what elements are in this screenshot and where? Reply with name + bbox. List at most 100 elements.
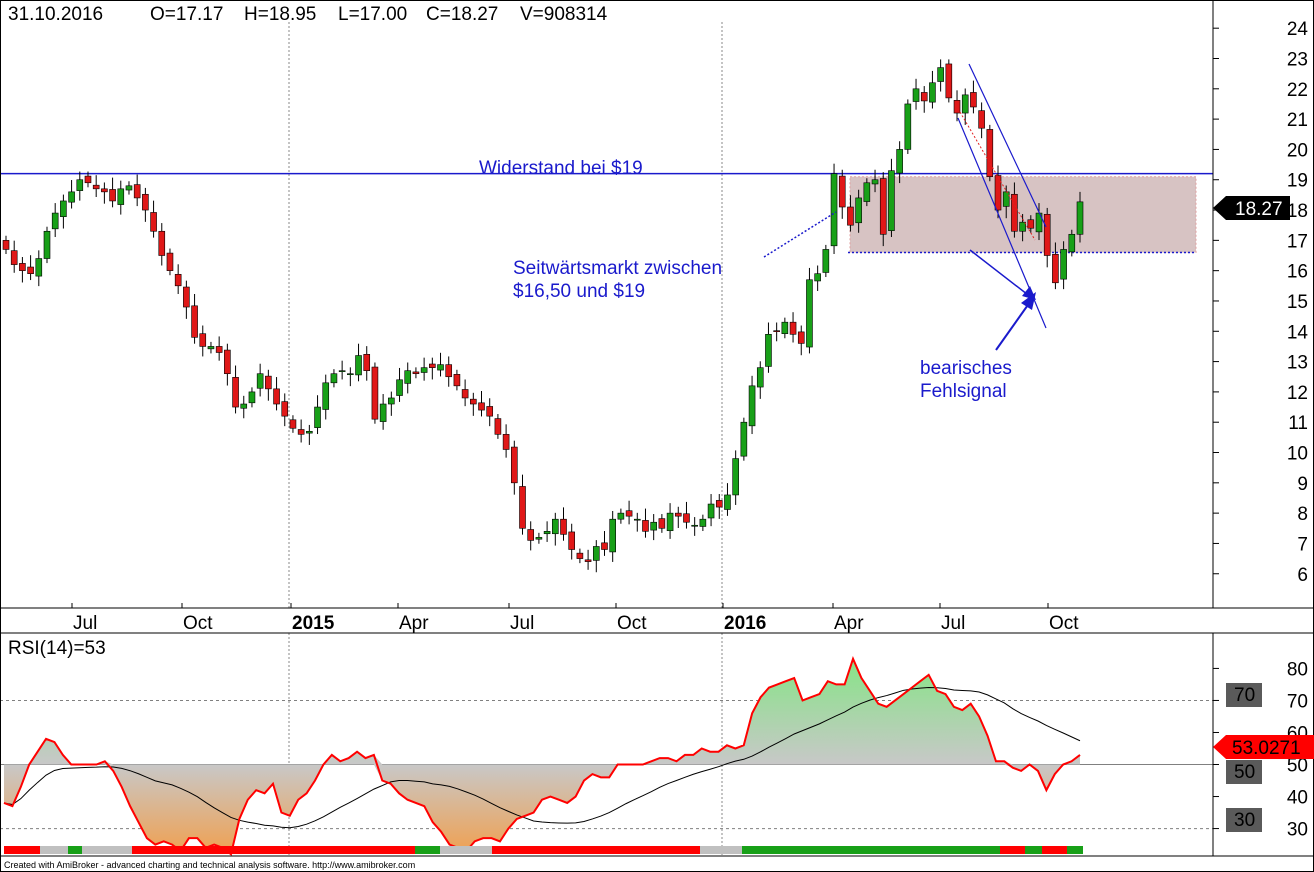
- rsi-level50-text: 50: [1234, 762, 1255, 783]
- rsi-axis-label: 50: [1287, 756, 1308, 777]
- signal-ribbon-segment: [700, 846, 742, 854]
- candle-body: [543, 531, 551, 535]
- candle-body: [904, 103, 912, 150]
- header-date: 31.10.2016: [8, 4, 103, 25]
- candle-body: [560, 518, 567, 535]
- signal-ribbon-segment: [1000, 846, 1025, 854]
- candle-body: [404, 370, 412, 384]
- candle-body: [215, 346, 223, 353]
- rsi-axis-label: 80: [1287, 659, 1308, 680]
- signal-ribbon-segment: [132, 846, 415, 854]
- price-axis-label: 8: [1297, 504, 1308, 525]
- signal-ribbon-segment: [1042, 846, 1067, 854]
- signal-ribbon-segment: [4, 846, 40, 854]
- candle-body: [1068, 233, 1076, 253]
- header-volume: V=908314: [520, 4, 608, 25]
- sideways-label-line2: $16,50 und $19: [513, 281, 645, 302]
- candle-body: [322, 382, 330, 410]
- candle-body: [986, 129, 994, 178]
- price-axis-label: 9: [1297, 474, 1308, 495]
- candle-body: [486, 406, 494, 417]
- price-badge-shape: [1213, 196, 1290, 220]
- candle-body: [60, 200, 67, 218]
- candle-body: [601, 542, 608, 550]
- price-axis-label: 17: [1287, 231, 1308, 252]
- candle-body: [461, 389, 469, 399]
- rsi-level70-text: 70: [1234, 685, 1255, 706]
- candle-body: [478, 402, 485, 411]
- candle-body: [642, 520, 649, 532]
- price-axis-label: 18: [1287, 201, 1308, 222]
- candle-body: [535, 537, 543, 540]
- candle-body: [338, 370, 346, 372]
- rsi-value-badge-text: 53.0271: [1232, 738, 1301, 759]
- candle-layer: [2, 59, 1084, 573]
- candle-body: [240, 403, 248, 409]
- candle-body: [158, 230, 166, 256]
- candle-body: [453, 374, 461, 387]
- price-axis-label: 12: [1287, 383, 1308, 404]
- candle-body: [1027, 219, 1035, 229]
- channel-upper-line: [968, 63, 1047, 228]
- candle-body: [1019, 221, 1026, 232]
- date-axis-label: Jul: [941, 613, 965, 634]
- signal-ribbon-segment: [1067, 846, 1083, 854]
- candle-body: [133, 184, 141, 199]
- candle-body: [420, 367, 428, 373]
- rsi-value-badge-shape: [1213, 735, 1314, 759]
- price-badge-value: 18.27: [1235, 199, 1283, 220]
- candle-body: [806, 279, 813, 348]
- candle-body: [19, 263, 26, 271]
- header-low: L=17.00: [338, 4, 407, 25]
- candle-body: [117, 188, 125, 205]
- date-axis-label: 2016: [724, 613, 766, 634]
- price-axis-label: 10: [1287, 444, 1308, 465]
- rsi-label: RSI(14)=53: [8, 638, 106, 659]
- candle-body: [191, 305, 198, 338]
- candle-body: [961, 94, 969, 114]
- candle-body: [174, 273, 182, 287]
- candle-body: [502, 434, 510, 450]
- candle-body: [551, 518, 559, 535]
- candle-body: [691, 524, 698, 527]
- candle-body: [330, 373, 338, 384]
- candle-body: [814, 273, 821, 282]
- grid-layer: 24 23 22 21 20 19 18 17 16 15 14 13 12 11 10 9 8 7 6 Jul Oct…: [0, 19, 1308, 856]
- rsi-level30-text: 30: [1234, 810, 1255, 831]
- signal-arrow-line: [995, 301, 1031, 351]
- trend-dotted-line: [959, 111, 1036, 241]
- candle-body: [994, 175, 1002, 211]
- candle-body: [879, 178, 887, 235]
- price-axis-label: 19: [1287, 171, 1308, 192]
- candle-body: [683, 513, 690, 523]
- candle-body: [2, 240, 10, 250]
- candle-body: [347, 373, 354, 376]
- candle-body: [584, 559, 592, 562]
- rsi-axis-label: 70: [1287, 691, 1308, 712]
- bearish-label-line1: bearisches: [920, 358, 1012, 379]
- header-open: O=17.17: [150, 4, 223, 25]
- candle-body: [765, 334, 772, 367]
- price-axis-label: 21: [1287, 110, 1308, 131]
- candle-body: [84, 175, 92, 184]
- date-axis-label: 2015: [292, 613, 335, 634]
- candle-body: [35, 258, 43, 277]
- candle-body: [527, 529, 535, 541]
- candle-body: [970, 92, 977, 108]
- candle-body: [470, 398, 477, 405]
- price-axis-label: 24: [1287, 19, 1309, 40]
- candle-body: [76, 179, 84, 191]
- candle-body: [125, 185, 133, 191]
- rsi-level50-badge: [1226, 760, 1262, 784]
- candle-body: [388, 397, 395, 405]
- candle-body: [666, 512, 674, 532]
- candle-body: [847, 206, 854, 226]
- resistance-label: Widerstand bei $19: [479, 158, 643, 179]
- candle-body: [519, 486, 526, 529]
- candle-body: [838, 175, 846, 208]
- candle-body: [1002, 191, 1010, 207]
- candle-body: [699, 518, 707, 527]
- candle-body: [617, 512, 625, 520]
- candle-body: [756, 367, 764, 388]
- candle-body: [1060, 249, 1067, 280]
